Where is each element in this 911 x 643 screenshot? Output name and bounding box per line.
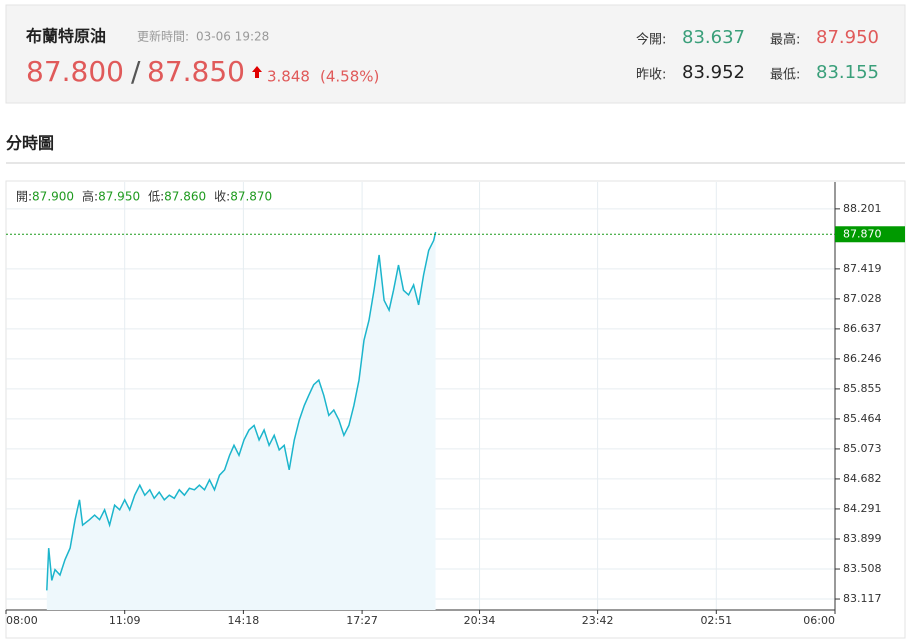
bid: 87.800: [26, 55, 124, 88]
y-tick-label: 83.508: [843, 562, 882, 575]
y-tick-label: 84.291: [843, 502, 882, 515]
change-pct: (4.58%): [320, 68, 379, 86]
x-tick-label: 11:09: [109, 614, 141, 627]
header-box: [5, 4, 906, 104]
y-tick-label: 84.682: [843, 472, 882, 485]
x-tick-label: 06:00: [803, 614, 835, 627]
y-tick-label: 87.419: [843, 262, 882, 275]
area: [46, 232, 436, 610]
ohlc-value: 87.870: [230, 190, 272, 204]
stat-label: 昨收:: [636, 68, 666, 83]
x-tick-label: 02:51: [700, 614, 732, 627]
y-tick-label: 85.855: [843, 382, 882, 395]
ohlc-label: 高:: [82, 189, 98, 204]
ohlc-value: 87.860: [164, 190, 206, 204]
x-tick-label: 23:42: [582, 614, 614, 627]
last-price-label: 87.870: [843, 227, 882, 240]
instrument-name: 布蘭特原油: [26, 27, 106, 46]
change: 3.848: [267, 68, 310, 86]
x-tick-label: 14:18: [228, 614, 260, 627]
stat-label: 最低:: [770, 68, 800, 83]
stat-value: 83.952: [682, 62, 745, 83]
separator: /: [131, 55, 141, 88]
section-title: 分時圖: [6, 134, 54, 153]
ask: 87.850: [147, 55, 245, 88]
y-tick-label: 86.246: [843, 352, 882, 365]
last-price-box: [835, 226, 905, 243]
y-tick-label: 86.637: [843, 322, 882, 335]
y-tick-label: 83.117: [843, 592, 882, 605]
stat-value: 83.155: [816, 62, 879, 83]
x-tick-label: 17:27: [346, 614, 378, 627]
ohlc-label: 低:: [148, 190, 164, 204]
update-label: 更新時間:: [137, 29, 189, 44]
stat-label: 今開:: [636, 32, 666, 48]
ohlc-value: 87.950: [98, 190, 140, 204]
ohlc-label: 開:: [16, 190, 32, 204]
y-tick-label: 88.201: [843, 202, 882, 215]
ohlc-label: 收:: [214, 190, 230, 204]
y-tick-label: 83.899: [843, 532, 882, 545]
chart-frame: [5, 180, 906, 639]
up-arrow: [252, 66, 262, 78]
stat-label: 最高:: [770, 32, 800, 48]
x-tick-label: 08:00: [6, 614, 38, 627]
stat-value: 87.950: [816, 27, 879, 48]
stat-value: 83.637: [682, 27, 745, 48]
y-tick-label: 85.073: [843, 442, 882, 455]
y-tick-label: 87.028: [843, 292, 882, 305]
x-tick-label: 20:34: [464, 614, 496, 627]
price-line: [46, 231, 437, 591]
ohlc-value: 87.900: [32, 190, 74, 204]
update-time: 03-06 19:28: [196, 30, 269, 44]
y-tick-label: 85.464: [843, 412, 882, 425]
